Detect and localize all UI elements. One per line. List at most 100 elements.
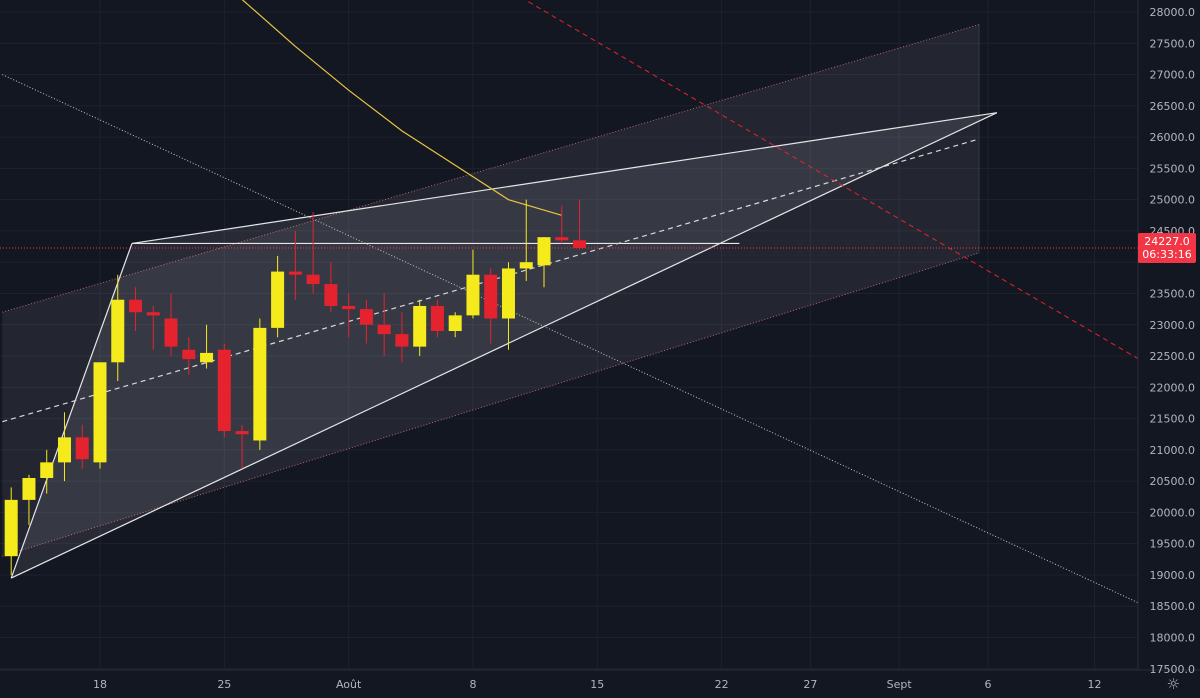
candle-body	[4, 499, 18, 557]
grid	[0, 0, 1138, 670]
candle	[4, 487, 18, 575]
descending-red-trendline	[524, 0, 1140, 360]
current-price-tag	[1138, 233, 1196, 264]
candle-body	[22, 477, 36, 500]
candle-body	[484, 274, 498, 319]
candle-body	[146, 312, 160, 316]
price-axis-tick: 19000.0	[1150, 569, 1196, 582]
price-axis-tick: 27000.0	[1150, 69, 1196, 82]
candle	[164, 293, 178, 357]
price-axis-tick: 20000.0	[1150, 506, 1196, 519]
candle-body	[182, 349, 196, 360]
time-axis-tick: 6	[985, 678, 992, 691]
candle-body	[111, 299, 125, 363]
price-axis-tick: 20500.0	[1150, 475, 1196, 488]
candle	[377, 293, 391, 357]
wedge-bottom-line	[10, 112, 998, 579]
candle-body	[555, 237, 569, 241]
time-axis-tick: Août	[336, 678, 362, 691]
candle-body	[466, 274, 480, 316]
candle	[288, 230, 302, 300]
candle-body	[217, 349, 231, 432]
time-axis-labels[interactable]: 18 25 Août 8 15 22 27 Sept 6 12	[93, 678, 1102, 691]
price-axis[interactable]	[1138, 0, 1200, 698]
price-axis-tick: 25500.0	[1150, 162, 1196, 175]
candle-body	[75, 437, 89, 460]
candle	[40, 449, 54, 494]
time-axis-tick: Sept	[887, 678, 913, 691]
candle-body	[253, 327, 267, 441]
descending-dotted-trendline	[2, 74, 1140, 604]
price-axis-tick: 26000.0	[1150, 131, 1196, 144]
price-axis-tick: 19500.0	[1150, 538, 1196, 551]
candle-body	[57, 437, 71, 463]
candle	[306, 212, 320, 294]
price-axis-tick: 26500.0	[1150, 100, 1196, 113]
candle	[217, 343, 231, 438]
candle-body	[200, 352, 214, 363]
candle	[359, 299, 373, 344]
candle	[501, 262, 515, 350]
time-axis-tick: 27	[803, 678, 817, 691]
candle	[324, 262, 338, 313]
candle-body	[288, 271, 302, 275]
wedge-left-line	[10, 243, 133, 579]
candle	[342, 293, 356, 338]
candle	[253, 318, 267, 450]
candle	[484, 268, 498, 344]
candle-body	[164, 318, 178, 347]
candle	[448, 312, 462, 338]
candle	[395, 312, 409, 363]
candle	[200, 324, 214, 369]
candle	[519, 199, 533, 281]
price-axis-tick: 28000.0	[1150, 6, 1196, 19]
price-axis-tick: 22500.0	[1150, 350, 1196, 363]
candle	[57, 412, 71, 482]
time-axis-tick: 22	[715, 678, 729, 691]
moving-average-line	[241, 0, 562, 216]
candle	[573, 199, 587, 250]
price-axis-tick: 23000.0	[1150, 319, 1196, 332]
candle	[537, 237, 551, 288]
current-price-value: 24227.0	[1144, 235, 1190, 248]
candle-body	[324, 284, 338, 306]
candle-body	[342, 305, 356, 310]
gear-icon[interactable]: ☼	[1166, 675, 1180, 693]
time-axis-tick: 25	[217, 678, 231, 691]
candle-body	[573, 240, 587, 249]
candle-body	[519, 262, 533, 269]
price-axis-tick: 21000.0	[1150, 444, 1196, 457]
candle-body	[40, 462, 54, 478]
candle	[466, 249, 480, 319]
candle-body	[93, 362, 107, 463]
candle	[75, 424, 89, 469]
candle-body	[537, 237, 551, 266]
candle	[129, 287, 143, 332]
time-axis-tick: 15	[590, 678, 604, 691]
time-axis-tick: 8	[469, 678, 476, 691]
price-axis-tick: 21500.0	[1150, 413, 1196, 426]
price-axis-tick: 23500.0	[1150, 287, 1196, 300]
candle-body	[395, 334, 409, 347]
price-axis-tick: 25000.0	[1150, 194, 1196, 207]
candle-countdown: 06:33:16	[1142, 248, 1191, 261]
candle	[555, 205, 569, 244]
candle-body	[129, 299, 143, 313]
candle-body	[271, 271, 285, 328]
time-axis-tick: 18	[93, 678, 107, 691]
channel-lower-line	[2, 252, 980, 557]
current-price-label: 24227.0 06:33:16	[1138, 233, 1196, 264]
candle	[182, 337, 196, 375]
candle-body	[306, 274, 320, 285]
candle	[22, 474, 36, 525]
candle-body	[501, 268, 515, 319]
candle	[146, 305, 160, 350]
candle-body	[448, 315, 462, 332]
candle	[413, 299, 427, 357]
price-axis-tick: 22000.0	[1150, 381, 1196, 394]
candle-body	[430, 305, 444, 332]
candle-body	[413, 305, 427, 347]
price-axis-tick: 18500.0	[1150, 600, 1196, 613]
candle	[93, 362, 107, 469]
